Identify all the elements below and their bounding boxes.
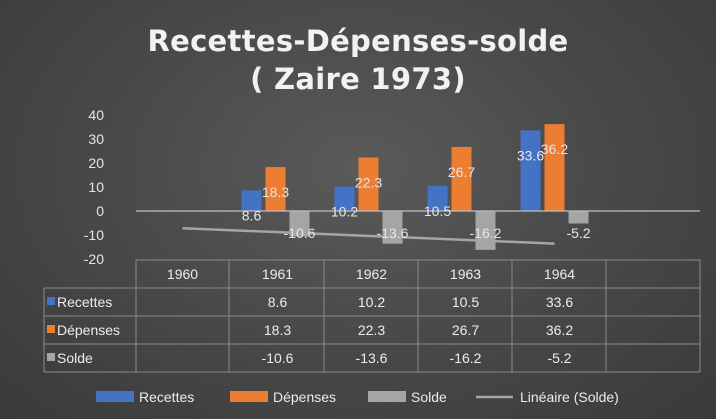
bar-solde-1961 — [289, 211, 310, 237]
table-cell-solde-1963: -16.2 — [450, 350, 482, 366]
legend-label-linairesolde: Linéaire (Solde) — [520, 389, 619, 405]
table-cell-dpenses-1961: 18.3 — [264, 322, 291, 338]
legend-label-dpenses: Dépenses — [273, 389, 336, 405]
bar-solde-1964 — [568, 211, 589, 224]
data-label-dpenses-1964: 36.2 — [541, 141, 568, 157]
legend-key-dpenses — [230, 391, 268, 402]
table-row-label-solde: Solde — [57, 350, 93, 366]
table-cell-solde-1961: -10.6 — [262, 350, 294, 366]
legend: Recettes Dépenses Solde Linéaire (Solde) — [96, 389, 619, 405]
legend-label-recettes: Recettes — [139, 389, 194, 405]
table-cell-dpenses-1964: 36.2 — [546, 322, 573, 338]
data-label-solde-1962: -13.6 — [377, 225, 409, 241]
table-legend-key-dpenses — [47, 325, 55, 333]
y-axis: 40 30 20 10 0 -10 -20 — [84, 107, 104, 267]
table-cell-recettes-1964: 33.6 — [546, 294, 573, 310]
data-labels: 8.618.3 -10.6 10.2 22.3 -13.6 10.5 26.7 -16.2 33… — [242, 141, 591, 241]
table-cell-recettes-1963: 10.5 — [452, 294, 479, 310]
bar-dpenses-1963 — [451, 146, 472, 211]
chart-title-line-2: ( Zaire 1973) — [250, 62, 466, 96]
y-tick-label: 0 — [96, 203, 104, 219]
data-label-dpenses-1961: 18.3 — [262, 184, 289, 200]
data-label-solde-1961: -10.6 — [284, 225, 316, 241]
legend-key-recettes — [96, 391, 134, 402]
table-header-1963: 1963 — [450, 266, 481, 282]
bar-dpenses-1961 — [265, 167, 286, 211]
table-header-1960: 1960 — [167, 266, 198, 282]
y-tick-label: 10 — [88, 179, 104, 195]
table-row-label-dpenses: Dépenses — [57, 322, 120, 338]
chart-title-line-1: Recettes-Dépenses-solde — [147, 24, 569, 58]
y-tick-label: -10 — [84, 227, 104, 243]
table-header-1964: 1964 — [544, 266, 575, 282]
data-label-recettes-1962: 10.2 — [331, 204, 358, 220]
table-legend-key-recettes — [47, 297, 55, 305]
table-row-label-recettes: Recettes — [57, 294, 112, 310]
table-cell-solde-1964: -5.2 — [547, 350, 571, 366]
data-label-dpenses-1962: 22.3 — [355, 174, 382, 190]
y-tick-label: -20 — [84, 251, 104, 267]
bar-recettes-1962 — [334, 186, 355, 211]
table-cell-recettes-1961: 8.6 — [268, 294, 288, 310]
y-tick-label: 20 — [88, 155, 104, 171]
bar-dpenses-1964 — [544, 124, 565, 211]
data-label-recettes-1964: 33.6 — [517, 147, 544, 163]
bar-recettes-1961 — [241, 190, 262, 211]
data-table: 1960 1961 1962 1963 1964 Recettes 8.6 10.2 10.5 3… — [43, 259, 701, 373]
bar-dpenses-1962 — [358, 157, 379, 211]
table-cell-dpenses-1962: 22.3 — [358, 322, 385, 338]
bar-recettes-1964 — [520, 130, 541, 211]
trendline-group — [182, 226, 555, 245]
data-label-solde-1963: -16.2 — [470, 225, 502, 241]
legend-key-solde — [368, 391, 406, 402]
data-label-recettes-1961: 8.6 — [242, 207, 262, 223]
chart-title: Recettes-Dépenses-solde ( Zaire 1973) — [0, 22, 716, 98]
bars — [241, 124, 589, 250]
table-cell-solde-1962: -13.6 — [356, 350, 388, 366]
data-label-recettes-1963: 10.5 — [424, 203, 451, 219]
y-tick-label: 40 — [88, 107, 104, 123]
table-cell-dpenses-1963: 26.7 — [452, 322, 479, 338]
y-tick-label: 30 — [88, 131, 104, 147]
table-header-1962: 1962 — [356, 266, 387, 282]
data-label-dpenses-1963: 26.7 — [448, 164, 475, 180]
table-header-1961: 1961 — [262, 266, 293, 282]
legend-label-solde: Solde — [411, 389, 447, 405]
trendline — [182, 226, 555, 245]
bar-recettes-1963 — [427, 185, 448, 211]
table-legend-key-solde — [47, 353, 55, 361]
table-cell-recettes-1962: 10.2 — [358, 294, 385, 310]
data-label-solde-1964: -5.2 — [566, 225, 590, 241]
